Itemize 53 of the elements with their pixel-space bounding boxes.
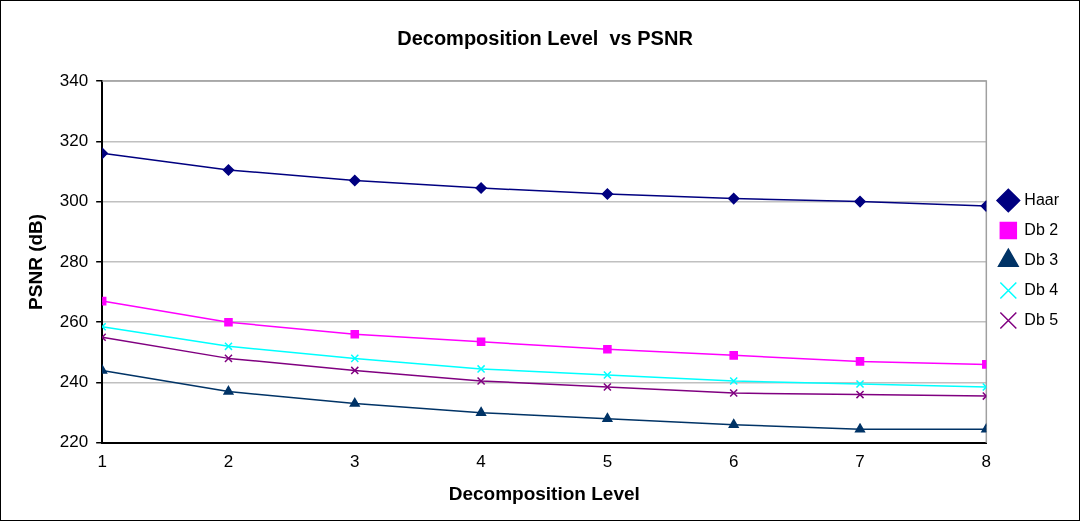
x-tick-label: 7 — [855, 451, 865, 471]
x-tick-label: 2 — [223, 451, 234, 471]
point — [603, 370, 612, 380]
point — [350, 329, 360, 339]
point — [476, 337, 486, 347]
point — [476, 406, 487, 416]
y-tick-label: 280 — [59, 251, 89, 271]
point — [855, 357, 865, 366]
point — [222, 164, 235, 176]
legend-label: Db 5 — [1024, 310, 1059, 328]
point — [727, 192, 740, 205]
point — [350, 366, 360, 375]
point — [475, 182, 487, 194]
y-tick-label: 260 — [59, 311, 89, 331]
point — [224, 317, 233, 327]
x-tick-label: 6 — [728, 451, 739, 471]
point — [729, 376, 738, 386]
x-tick-label: 4 — [476, 451, 486, 471]
x-axis-title: Decomposition Level — [448, 482, 640, 504]
x-tick-label: 1 — [97, 451, 107, 471]
y-tick-label: 240 — [59, 372, 89, 392]
x-tick-label: 3 — [350, 451, 360, 471]
legend-label: Db 2 — [1024, 220, 1059, 238]
point — [601, 188, 614, 200]
point — [728, 418, 739, 428]
point — [224, 342, 233, 351]
x-tick-label: 5 — [602, 451, 613, 471]
point — [349, 174, 361, 187]
point — [224, 354, 233, 363]
point — [855, 379, 865, 389]
point — [854, 423, 866, 433]
point — [603, 382, 612, 392]
point — [602, 412, 613, 422]
y-tick-label: 300 — [59, 191, 89, 211]
y-tick-label: 220 — [59, 432, 89, 452]
point — [855, 390, 865, 399]
chart-title: Decomposition Level vs PSNR — [397, 26, 694, 49]
point — [854, 195, 866, 208]
point — [476, 376, 486, 386]
point — [729, 351, 738, 360]
x-tick-label: 8 — [981, 451, 992, 471]
legend-label: Haar — [1024, 190, 1060, 208]
point — [729, 388, 738, 398]
point — [476, 364, 486, 374]
point — [603, 345, 612, 354]
point — [223, 385, 234, 395]
legend-label: Db 4 — [1024, 280, 1059, 298]
point — [350, 354, 360, 363]
y-axis-title: PSNR (dB) — [24, 213, 46, 310]
point — [349, 397, 360, 407]
y-tick-label: 320 — [59, 130, 89, 150]
legend-label: Db 3 — [1024, 250, 1059, 268]
y-tick-label: 340 — [59, 70, 89, 90]
